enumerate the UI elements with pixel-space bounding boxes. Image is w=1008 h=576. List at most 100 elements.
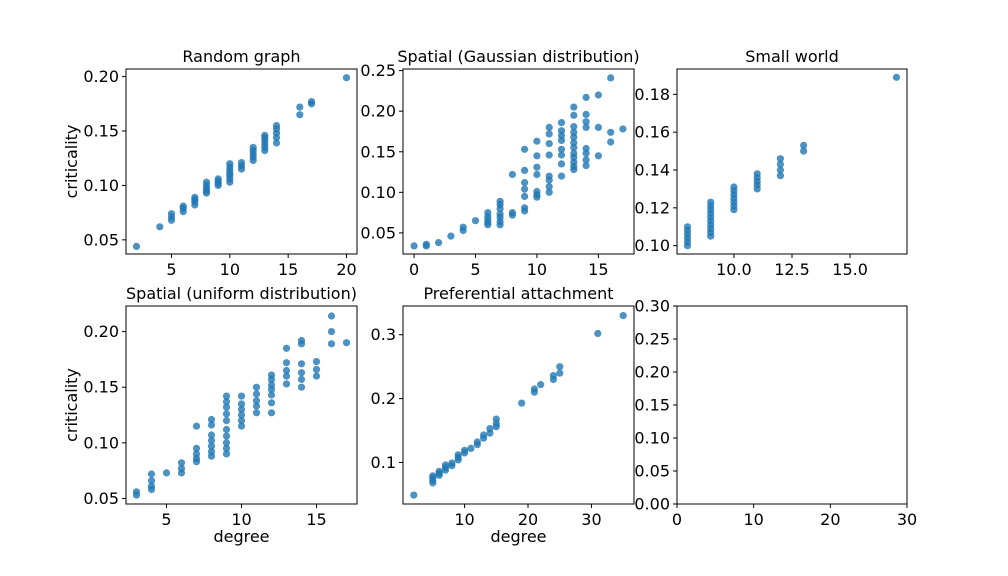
data-point [776, 155, 785, 163]
data-point [582, 162, 590, 170]
data-point [237, 411, 246, 419]
data-point [556, 363, 564, 371]
y-tick: 0.10 [83, 176, 126, 195]
x-axis-label: degree [213, 527, 269, 546]
y-tick: 0.10 [360, 183, 403, 202]
data-point [570, 139, 578, 147]
x-tick-label: 10 [743, 510, 763, 529]
subplot-spatial-uniform: 5 10 15 0.05 0.10 0.15 0.20 Spatial (uniform di… [62, 284, 358, 546]
data-point [312, 365, 321, 373]
x-tick-label: 10 [231, 510, 251, 529]
y-axis-label: criticality [62, 368, 81, 442]
data-point [192, 450, 201, 458]
x-tick-label: 15 [306, 510, 326, 529]
data-point [297, 360, 306, 368]
x-tick-label: 0 [672, 510, 682, 529]
x-tick: 15 [278, 254, 298, 279]
x-tick: 30 [897, 504, 917, 529]
data-point [683, 223, 692, 231]
y-tick-label: 0.20 [83, 67, 119, 86]
data-point [557, 145, 566, 153]
y-tick-label: 0.10 [634, 236, 670, 255]
data-point [594, 152, 603, 160]
data-point [272, 122, 281, 130]
subplot-title: Spatial (Gaussian distribution) [397, 47, 639, 66]
data-point [800, 147, 808, 155]
y-tick-label: 0.30 [634, 297, 670, 316]
data-point [557, 160, 566, 168]
y-tick-label: 0.2 [371, 389, 396, 408]
data-point [776, 160, 785, 168]
y-tick: 0.10 [634, 236, 677, 255]
y-tick-label: 0.20 [634, 363, 670, 382]
data-point [222, 398, 231, 406]
points [410, 312, 627, 499]
data-point [454, 451, 462, 459]
data-point [222, 450, 231, 458]
data-point [435, 467, 443, 475]
y-tick-label: 0.05 [634, 462, 670, 481]
y-tick-label: 0.05 [360, 223, 396, 242]
data-point [533, 152, 541, 160]
data-point [222, 425, 231, 434]
x-tick-label: 20 [820, 510, 840, 529]
data-point [296, 111, 304, 119]
y-tick-label: 0.1 [371, 453, 396, 472]
data-point [471, 217, 480, 225]
data-point [272, 139, 281, 147]
y-tick-label: 0.00 [634, 495, 670, 514]
y-tick: 0.30 [634, 297, 677, 316]
y-tick: 0.05 [83, 489, 126, 508]
data-point [545, 188, 553, 196]
y-tick-label: 0.05 [83, 489, 119, 508]
data-point [267, 371, 276, 379]
data-point [177, 459, 186, 467]
data-point [237, 159, 246, 167]
data-point [252, 409, 261, 417]
data-point [776, 172, 785, 180]
points [132, 312, 351, 499]
points [132, 74, 351, 250]
data-point [249, 143, 257, 151]
y-tick-label: 0.16 [634, 123, 670, 142]
y-tick: 0.1 [371, 453, 403, 472]
data-point [222, 444, 231, 452]
data-point [282, 366, 291, 375]
data-point [222, 432, 231, 440]
y-tick: 0.2 [371, 389, 403, 408]
data-point [327, 328, 336, 336]
data-point [753, 170, 761, 178]
data-point [557, 151, 566, 159]
subplot-title: Spatial (uniform distribution) [126, 284, 357, 303]
data-point [147, 477, 156, 485]
x-tick-label: 10 [220, 260, 240, 279]
x-tick: 15 [588, 254, 609, 279]
data-point [252, 402, 261, 410]
data-point [162, 469, 171, 477]
data-point [252, 390, 261, 398]
data-point [237, 422, 246, 430]
subplot-title: Small world [745, 47, 839, 66]
data-point [518, 399, 526, 407]
data-point [582, 144, 590, 153]
data-point [327, 312, 336, 320]
x-tick: 10 [743, 504, 764, 529]
data-point [226, 160, 234, 168]
data-point [594, 123, 603, 131]
data-point [327, 340, 336, 348]
data-point [222, 417, 231, 425]
data-point [707, 198, 715, 206]
data-point [192, 444, 201, 452]
x-tick: 20 [820, 504, 841, 529]
data-point [776, 166, 785, 174]
subplot-title: Preferential attachment [423, 284, 613, 303]
data-point [132, 488, 141, 496]
y-tick-label: 0.10 [83, 433, 119, 452]
data-point [496, 197, 504, 205]
data-point [521, 192, 529, 200]
data-point [297, 336, 306, 345]
data-point [570, 128, 578, 136]
data-point [530, 385, 539, 393]
subplot-small-world: 10.0 12.5 15.0 0.10 0.12 0.14 0.16 0.18 Small wo… [634, 47, 908, 279]
data-point [607, 138, 615, 146]
